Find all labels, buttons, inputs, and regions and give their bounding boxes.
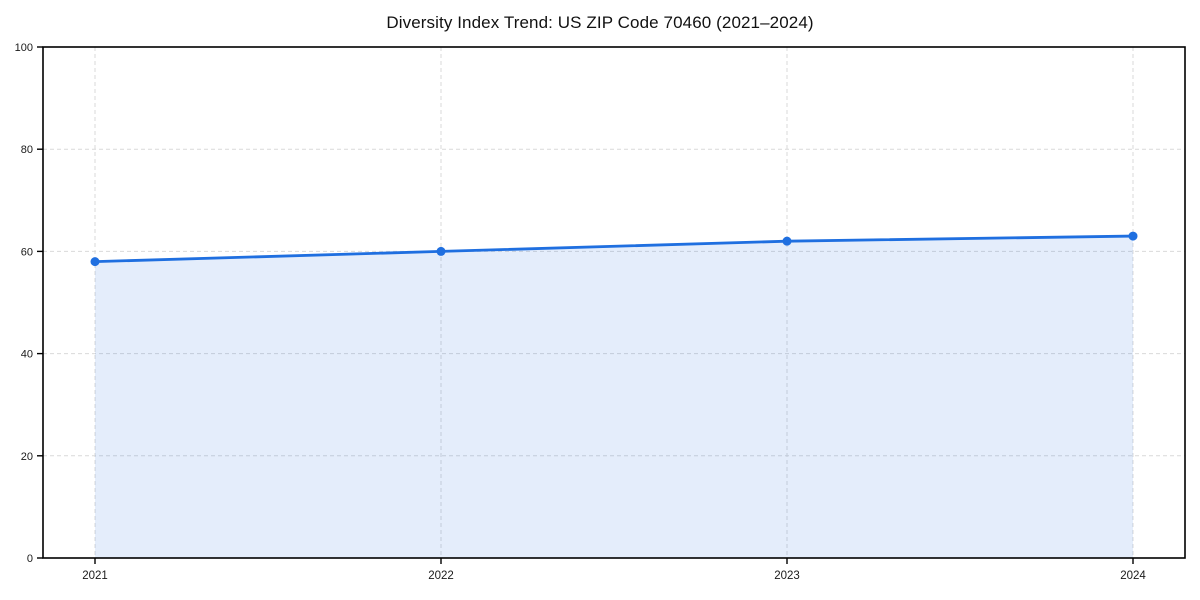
data-point-2024: [1128, 231, 1138, 241]
y-tick-label: 80: [21, 144, 33, 156]
x-tick-label: 2023: [774, 570, 800, 582]
trend-line: [93, 234, 1135, 264]
data-point-2021: [90, 257, 100, 267]
y-tick-label: 60: [21, 246, 33, 258]
chart-title: Diversity Index Trend: US ZIP Code 70460…: [386, 13, 814, 32]
y-tick-label: 0: [27, 553, 33, 565]
y-tick-label: 20: [21, 451, 33, 463]
y-tick-label: 100: [15, 42, 33, 54]
plot-border: [42, 46, 1186, 559]
data-point-2023: [782, 236, 792, 246]
area-fill: [95, 236, 1133, 558]
x-tick-label: 2021: [82, 570, 108, 582]
y-tick-label: 40: [21, 349, 33, 361]
x-tick-label: 2024: [1120, 570, 1146, 582]
data-point-2022: [436, 246, 446, 256]
x-tick-label: 2022: [428, 570, 454, 582]
